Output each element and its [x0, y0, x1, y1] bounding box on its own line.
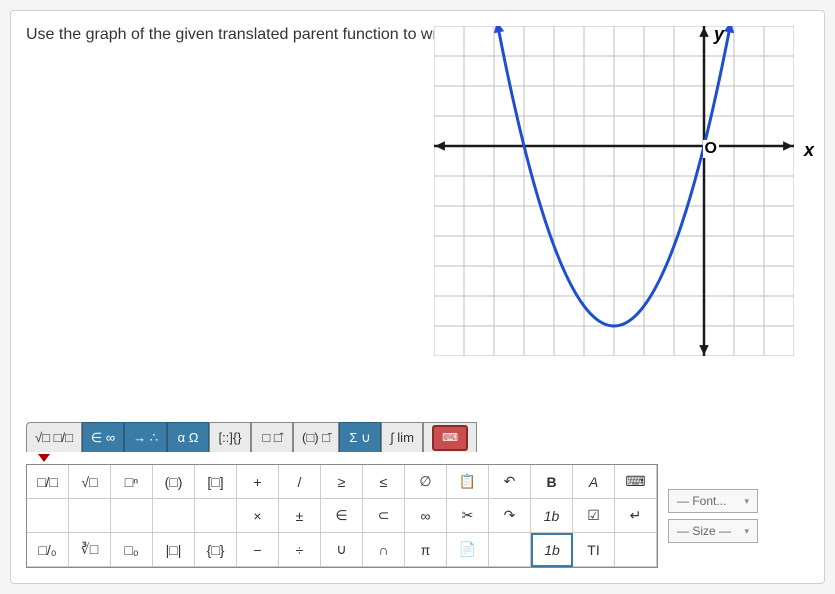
toolbar-tab-4[interactable]: [::]{} — [209, 422, 251, 452]
palette-cell-2-14 — [615, 533, 657, 567]
palette-cell-2-5[interactable]: − — [237, 533, 279, 567]
palette-cell-1-4 — [195, 499, 237, 533]
font-dropdown[interactable]: — Font... — [668, 489, 758, 513]
question-container: Use the graph of the given translated pa… — [10, 10, 825, 584]
palette-cell-2-8[interactable]: ∩ — [363, 533, 405, 567]
palette-cell-1-5[interactable]: × — [237, 499, 279, 533]
palette-cell-0-8[interactable]: ≤ — [363, 465, 405, 499]
toolbar-tab-1[interactable]: ∈ ∞ — [82, 422, 124, 452]
palette-cell-2-2[interactable]: □₀ — [111, 533, 153, 567]
svg-text:y: y — [713, 26, 725, 44]
palette-cell-0-12[interactable]: B — [531, 465, 573, 499]
origin-label: O — [703, 140, 719, 158]
palette-cell-1-6[interactable]: ± — [279, 499, 321, 533]
toolbar-tab-7[interactable]: Σ ∪ — [339, 422, 381, 452]
palette-cell-0-13[interactable]: A — [573, 465, 615, 499]
tab-indicator-icon — [38, 454, 50, 462]
palette-cell-1-9[interactable]: ∞ — [405, 499, 447, 533]
palette-cell-0-11[interactable]: ↶ — [489, 465, 531, 499]
palette-cell-0-9[interactable]: ∅ — [405, 465, 447, 499]
palette-cell-1-7[interactable]: ∈ — [321, 499, 363, 533]
palette-cell-2-10[interactable]: 📄 — [447, 533, 489, 567]
palette-cell-2-1[interactable]: ∛□ — [69, 533, 111, 567]
palette-cell-0-1[interactable]: √□ — [69, 465, 111, 499]
palette-cell-0-14[interactable]: ⌨ — [615, 465, 657, 499]
toolbar-tabs: √□ □/□∈ ∞→ ∴α Ω[::]{}□ □̂(□) □̄Σ ∪∫ lim ⌨ — [26, 422, 809, 452]
toolbar-tab-5[interactable]: □ □̂ — [251, 422, 293, 452]
keyboard-toggle[interactable]: ⌨ — [423, 422, 477, 452]
palette-cell-2-11 — [489, 533, 531, 567]
palette-cell-2-0[interactable]: □/₀ — [27, 533, 69, 567]
toolbar-tab-6[interactable]: (□) □̄ — [293, 422, 339, 452]
palette-cell-0-3[interactable]: (□) — [153, 465, 195, 499]
equation-editor-toolbar: √□ □/□∈ ∞→ ∴α Ω[::]{}□ □̂(□) □̄Σ ∪∫ lim⌨… — [26, 422, 809, 568]
palette-cell-2-13[interactable]: TI — [573, 533, 615, 567]
toolbar-tab-8[interactable]: ∫ lim — [381, 422, 423, 452]
palette-cell-0-2[interactable]: □ⁿ — [111, 465, 153, 499]
palette-cell-1-11[interactable]: ↷ — [489, 499, 531, 533]
palette-cell-0-5[interactable]: + — [237, 465, 279, 499]
palette-cell-1-12[interactable]: 1b — [531, 499, 573, 533]
palette-cell-2-7[interactable]: ∪ — [321, 533, 363, 567]
palette-cell-0-4[interactable]: [□] — [195, 465, 237, 499]
palette-cell-2-4[interactable]: {□} — [195, 533, 237, 567]
palette-cell-2-12[interactable]: 1b — [531, 533, 573, 567]
palette-cell-0-6[interactable]: / — [279, 465, 321, 499]
palette-cell-2-9[interactable]: π — [405, 533, 447, 567]
size-dropdown[interactable]: — Size — — [668, 519, 758, 543]
palette-cell-1-10[interactable]: ✂ — [447, 499, 489, 533]
palette-cell-2-3[interactable]: |□| — [153, 533, 195, 567]
format-controls: — Font... — Size — — [668, 464, 758, 568]
palette-cell-1-8[interactable]: ⊂ — [363, 499, 405, 533]
palette-cell-0-10[interactable]: 📋 — [447, 465, 489, 499]
palette-cell-1-13[interactable]: ☑ — [573, 499, 615, 533]
palette-cell-2-6[interactable]: ÷ — [279, 533, 321, 567]
toolbar-tab-3[interactable]: α Ω — [167, 422, 209, 452]
palette-cell-1-1 — [69, 499, 111, 533]
symbol-palette: □/□√□□ⁿ(□)[□]+/≥≤∅📋↶BA⌨ ×±∈⊂∞✂↷1b☑↵ □/₀∛□□… — [26, 464, 658, 568]
palette-cell-1-0 — [27, 499, 69, 533]
parabola-graph: y O x — [434, 26, 794, 356]
x-axis-label: x — [804, 140, 814, 161]
palette-cell-1-2 — [111, 499, 153, 533]
toolbar-tab-0[interactable]: √□ □/□ — [26, 422, 82, 452]
graph-area: y O x — [434, 26, 794, 356]
keyboard-icon: ⌨ — [432, 425, 468, 451]
palette-cell-0-7[interactable]: ≥ — [321, 465, 363, 499]
palette-cell-1-14[interactable]: ↵ — [615, 499, 657, 533]
palette-cell-0-0[interactable]: □/□ — [27, 465, 69, 499]
palette-cell-1-3 — [153, 499, 195, 533]
toolbar-tab-2[interactable]: → ∴ — [124, 422, 167, 452]
